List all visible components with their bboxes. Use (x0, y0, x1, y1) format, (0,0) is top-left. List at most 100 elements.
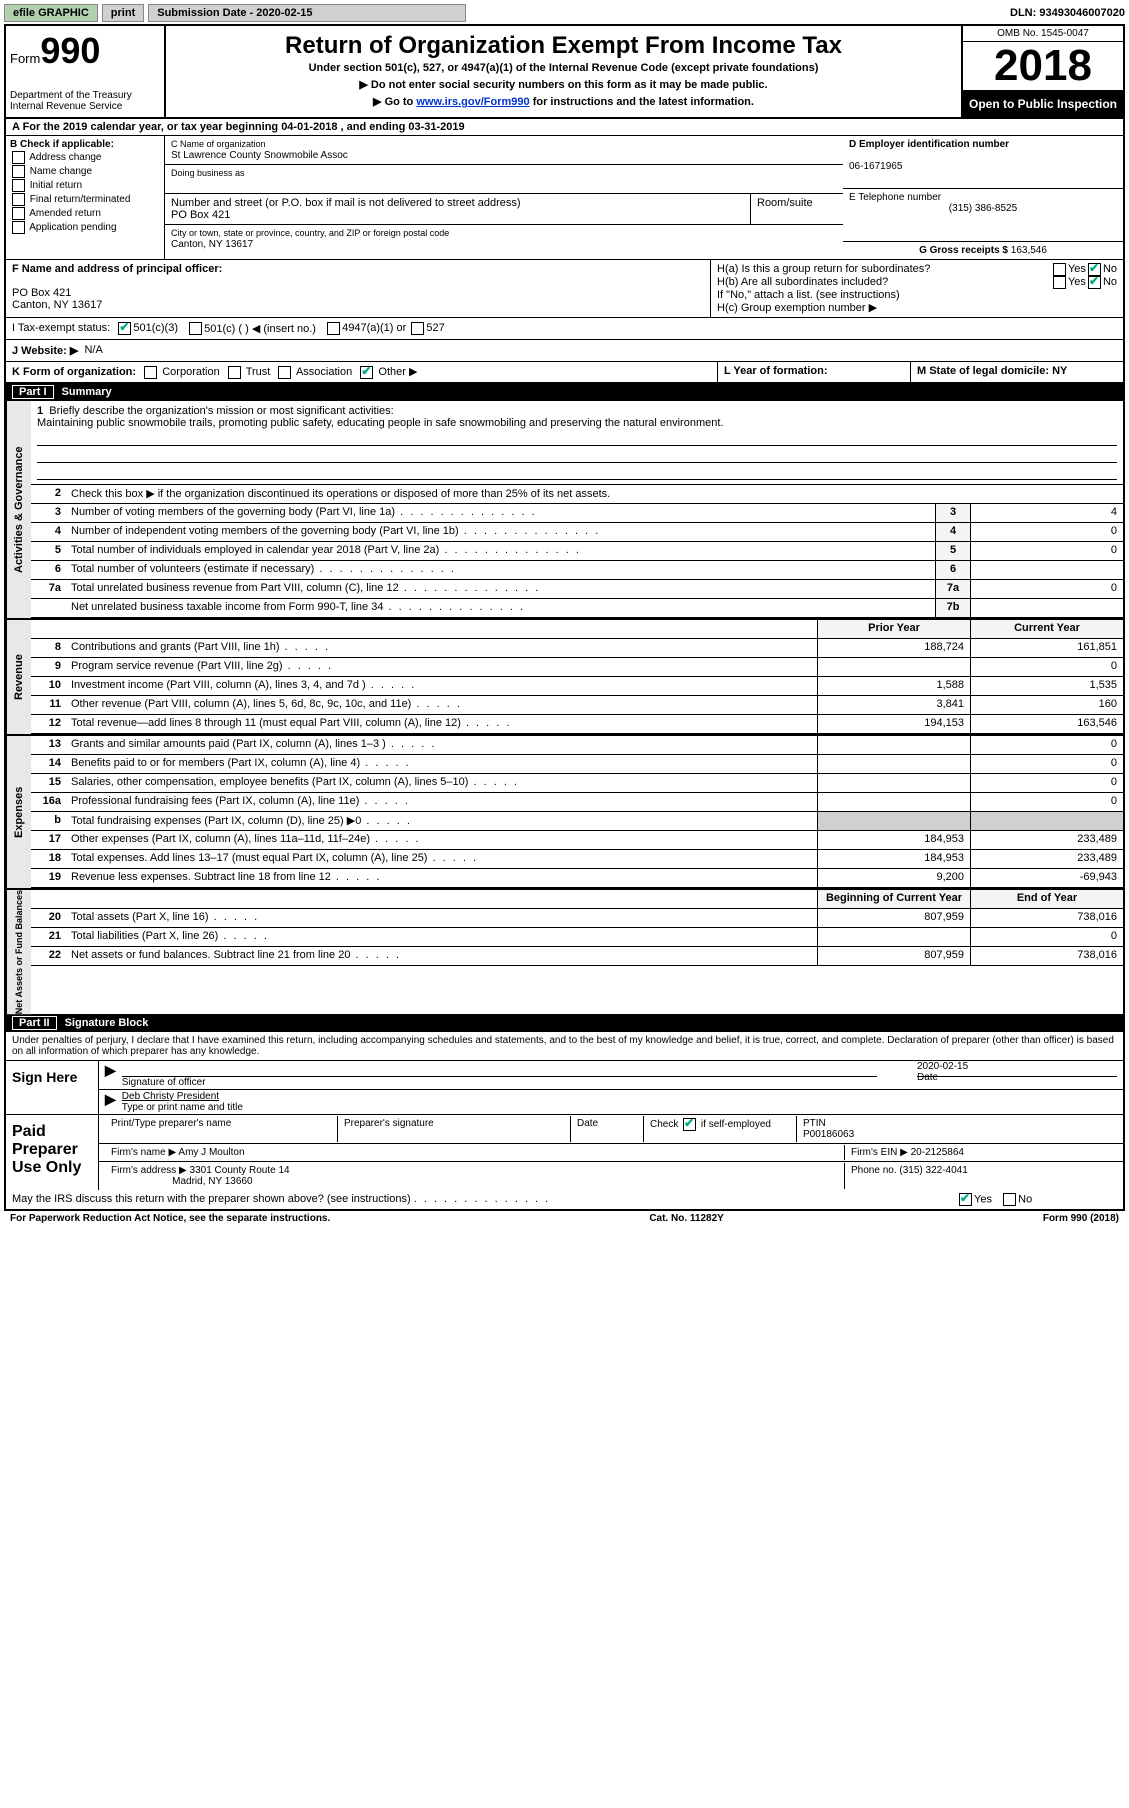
form-label: Form (10, 51, 40, 66)
footer-left: For Paperwork Reduction Act Notice, see … (10, 1213, 330, 1224)
section-net: Net Assets or Fund Balances Beginning of… (6, 890, 1123, 1014)
col-d-e-g: D Employer identification number 06-1671… (843, 136, 1123, 259)
goto-pre: ▶ Go to (373, 96, 416, 108)
submission-date: Submission Date - 2020-02-15 (148, 4, 466, 22)
self-employed-checkbox[interactable] (683, 1118, 696, 1131)
data-line: 19Revenue less expenses. Subtract line 1… (31, 869, 1123, 888)
ha-yes-checkbox[interactable] (1053, 263, 1066, 276)
ein-label: D Employer identification number (849, 139, 1009, 150)
firm-name-label: Firm's name ▶ (111, 1147, 176, 1158)
arrow-icon: ▶ (105, 1062, 116, 1088)
header-title-block: Return of Organization Exempt From Incom… (166, 26, 961, 117)
print-button[interactable]: print (102, 4, 144, 22)
data-line: 16aProfessional fundraising fees (Part I… (31, 793, 1123, 812)
sig-date-value: 2020-02-15 (917, 1061, 1117, 1072)
discuss-no-checkbox[interactable] (1003, 1193, 1016, 1206)
gov-line: 4Number of independent voting members of… (31, 523, 1123, 542)
hb-yes-checkbox[interactable] (1053, 276, 1066, 289)
501c3-checkbox[interactable] (118, 322, 131, 335)
colb-option[interactable]: Name change (10, 165, 160, 178)
rev-header-row: Prior Year Current Year (31, 620, 1123, 639)
state-domicile: M State of legal domicile: NY (911, 362, 1123, 382)
527-checkbox[interactable] (411, 322, 424, 335)
discuss-row: May the IRS discuss this return with the… (6, 1190, 1123, 1209)
discuss-label: May the IRS discuss this return with the… (12, 1193, 411, 1205)
ptin-label: PTIN (803, 1118, 826, 1129)
gov-line: 3Number of voting members of the governi… (31, 504, 1123, 523)
colb-option[interactable]: Application pending (10, 221, 160, 234)
other-checkbox[interactable] (360, 366, 373, 379)
data-line: 17Other expenses (Part IX, column (A), l… (31, 831, 1123, 850)
gov-line: Net unrelated business taxable income fr… (31, 599, 1123, 618)
col-prior-year: Prior Year (817, 620, 970, 638)
irs-link[interactable]: www.irs.gov/Form990 (416, 96, 529, 108)
colb-option[interactable]: Amended return (10, 207, 160, 220)
sig-date-label: Date (917, 1072, 938, 1083)
4947-checkbox[interactable] (327, 322, 340, 335)
addr-label: Number and street (or P.O. box if mail i… (171, 197, 521, 209)
prep-sig-label: Preparer's signature (338, 1116, 571, 1142)
col-end-year: End of Year (970, 890, 1123, 908)
h-b-label: H(b) Are all subordinates included? (717, 276, 1051, 289)
phone-label: Phone no. (851, 1165, 897, 1176)
data-line: 8Contributions and grants (Part VIII, li… (31, 639, 1123, 658)
line2-desc: Check this box ▶ if the organization dis… (71, 488, 610, 500)
top-toolbar: efile GRAPHIC print Submission Date - 20… (4, 4, 1125, 22)
vtab-expenses: Expenses (6, 736, 31, 888)
colb-option[interactable]: Address change (10, 151, 160, 164)
trust-checkbox[interactable] (228, 366, 241, 379)
mission-block: 1 Briefly describe the organization's mi… (31, 401, 1123, 485)
officer-label: F Name and address of principal officer: (12, 263, 222, 275)
discuss-yes-checkbox[interactable] (959, 1193, 972, 1206)
sign-here-label: Sign Here (6, 1061, 99, 1114)
info-grid: B Check if applicable: Address change Na… (6, 136, 1123, 260)
row-j: J Website: ▶ N/A (6, 340, 1123, 362)
form-subtitle: Under section 501(c), 527, or 4947(a)(1)… (174, 62, 953, 74)
row-a-tax-year: A For the 2019 calendar year, or tax yea… (6, 119, 1123, 136)
vtab-gov: Activities & Governance (6, 401, 31, 618)
part1-title: Summary (62, 386, 112, 398)
assoc-checkbox[interactable] (278, 366, 291, 379)
part2-label: Part II (12, 1016, 57, 1030)
data-line: 9Program service revenue (Part VIII, lin… (31, 658, 1123, 677)
goto-note: ▶ Go to www.irs.gov/Form990 for instruct… (174, 95, 953, 108)
section-gov: Activities & Governance 1 Briefly descri… (6, 401, 1123, 620)
data-line: 13Grants and similar amounts paid (Part … (31, 736, 1123, 755)
paid-preparer-label: Paid Preparer Use Only (6, 1115, 99, 1190)
colb-option[interactable]: Final return/terminated (10, 193, 160, 206)
prep-name-label: Print/Type preparer's name (105, 1116, 338, 1142)
part1-header: Part I Summary (6, 383, 1123, 401)
data-line: 20Total assets (Part X, line 16)807,9597… (31, 909, 1123, 928)
name-title-label: Type or print name and title (122, 1102, 243, 1113)
mission-text: Maintaining public snowmobile trails, pr… (37, 417, 723, 429)
hb-no-checkbox[interactable] (1088, 276, 1101, 289)
col-current-year: Current Year (970, 620, 1123, 638)
line-2: 2 Check this box ▶ if the organization d… (31, 485, 1123, 504)
gross-receipts-label: G Gross receipts $ (919, 245, 1008, 256)
col-c: C Name of organization St Lawrence Count… (165, 136, 843, 259)
street-address: PO Box 421 (171, 209, 230, 221)
org-name: St Lawrence County Snowmobile Assoc (171, 150, 348, 161)
colb-option[interactable]: Initial return (10, 179, 160, 192)
corp-checkbox[interactable] (144, 366, 157, 379)
data-line: 11Other revenue (Part VIII, column (A), … (31, 696, 1123, 715)
firm-addr2: Madrid, NY 13660 (172, 1176, 252, 1187)
data-line: 10Investment income (Part VIII, column (… (31, 677, 1123, 696)
public-inspection: Open to Public Inspection (963, 91, 1123, 117)
form-org-label: K Form of organization: (12, 366, 136, 378)
gross-receipts: 163,546 (1011, 245, 1047, 256)
perjury-declaration: Under penalties of perjury, I declare th… (6, 1032, 1123, 1060)
vtab-net: Net Assets or Fund Balances (6, 890, 31, 1014)
gov-line: 5Total number of individuals employed in… (31, 542, 1123, 561)
firm-name: Amy J Moulton (178, 1147, 244, 1158)
ein-value: 06-1671965 (849, 161, 902, 172)
officer-name-title: Deb Christy President (122, 1091, 219, 1102)
col-b-checkboxes: B Check if applicable: Address change Na… (6, 136, 165, 259)
mission-label: Briefly describe the organization's miss… (49, 405, 393, 417)
firm-ein: 20-2125864 (911, 1147, 964, 1158)
prep-date-label: Date (571, 1116, 644, 1142)
row-f-h: F Name and address of principal officer:… (6, 260, 1123, 318)
part2-header: Part II Signature Block (6, 1014, 1123, 1032)
sig-officer-label: Signature of officer (122, 1077, 206, 1088)
501c-checkbox[interactable] (189, 322, 202, 335)
